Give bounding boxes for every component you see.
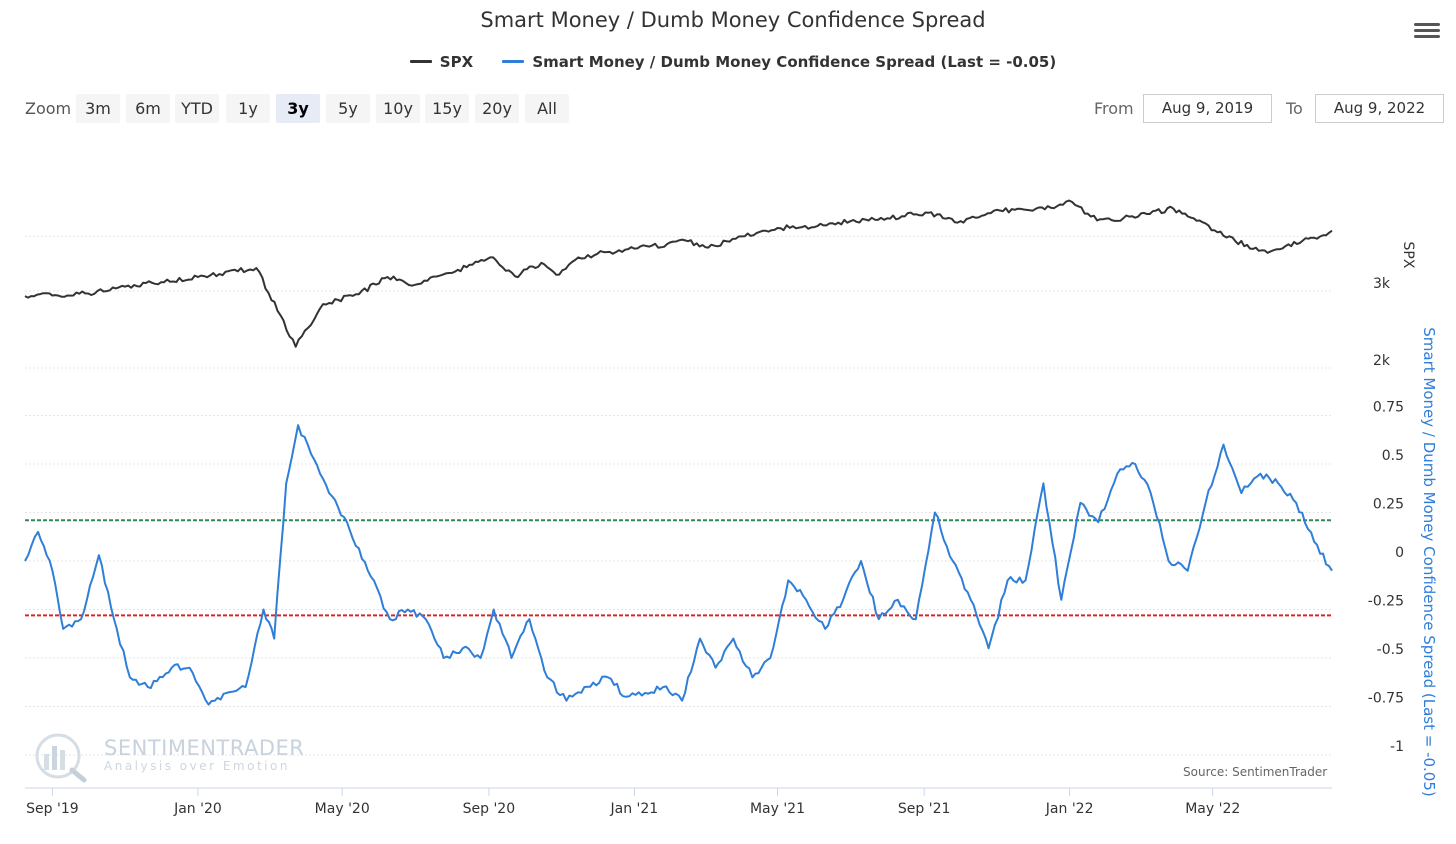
legend-item-spread[interactable]: Smart Money / Dumb Money Confidence Spre… (502, 53, 1056, 71)
zoom-button-all[interactable]: All (525, 94, 569, 123)
legend-swatch-spx (409, 60, 432, 63)
x-tick-label-0: Sep '19 (26, 801, 79, 817)
x-tick-label-4: Jan '21 (610, 801, 659, 817)
zoom-button-5y[interactable]: 5y (326, 94, 370, 123)
legend: SPX Smart Money / Dumb Money Confidence … (0, 49, 1456, 71)
chart-title: Smart Money / Dumb Money Confidence Spre… (480, 8, 986, 32)
y-tick-label-spread-2: 0.25 (1373, 497, 1404, 513)
zoom-button-ytd[interactable]: YTD (175, 94, 219, 123)
zoom-label: Zoom (25, 99, 72, 118)
x-tick-label-3: Sep '20 (463, 801, 516, 817)
legend-label-spread: Smart Money / Dumb Money Confidence Spre… (532, 52, 1057, 71)
x-tick-label-6: Sep '21 (898, 801, 951, 817)
series-line-spx (24, 199, 1333, 348)
legend-item-spx[interactable]: SPX (409, 52, 474, 71)
y-tick-label-spread-5: -0.5 (1377, 642, 1404, 658)
zoom-button-3m[interactable]: 3m (76, 94, 120, 123)
watermark-tagline: Analysis over Emotion (104, 759, 290, 773)
hamburger-menu-icon[interactable] (1414, 20, 1440, 44)
y-axis-title-spx: SPX (1400, 242, 1416, 269)
y-tick-label-spread-1: 0.5 (1382, 448, 1404, 464)
x-tick-label-8: May '22 (1185, 801, 1240, 817)
source-credit: Source: SentimenTrader (1183, 765, 1328, 779)
y-tick-label-spread-7: -1 (1390, 739, 1404, 755)
watermark-name: SENTIMENTRADER (104, 736, 305, 760)
series (24, 199, 1333, 706)
zoom-button-15y[interactable]: 15y (425, 94, 469, 123)
sentimentrader-watermark: SENTIMENTRADER Analysis over Emotion (32, 732, 305, 784)
x-tick-label-1: Jan '20 (173, 801, 222, 817)
y-tick-label-spread-3: 0 (1395, 545, 1404, 561)
y-axis-spread: 0.75 0.5 0.25 0 -0.25 -0.5 -0.75 -1 Smart Money … (1368, 327, 1438, 796)
y-tick-label-spread-0: 0.75 (1373, 400, 1404, 416)
from-date-input[interactable]: Aug 9, 2019 (1143, 94, 1272, 123)
series-line-spread (24, 424, 1333, 706)
y-tick-label-spx-1: 2k (1373, 353, 1391, 369)
zoom-button-6m[interactable]: 6m (126, 94, 170, 123)
legend-swatch-spread (502, 60, 525, 63)
zoom-button-20y[interactable]: 20y (475, 94, 519, 123)
gridlines (25, 235, 1332, 789)
x-axis: Sep '19 Jan '20 May '20 Sep '20 Jan '21 May '… (26, 788, 1240, 817)
y-tick-label-spread-4: -0.25 (1368, 594, 1404, 610)
to-label: To (1286, 99, 1303, 118)
y-axis-title-spread: Smart Money / Dumb Money Confidence Spre… (1420, 327, 1438, 796)
x-tick-label-7: Jan '22 (1045, 801, 1094, 817)
legend-label-spx: SPX (439, 52, 474, 71)
zoom-button-10y[interactable]: 10y (376, 94, 420, 123)
from-label: From (1094, 99, 1134, 118)
y-tick-label-spread-6: -0.75 (1368, 691, 1404, 707)
y-tick-label-spx-0: 3k (1373, 276, 1391, 292)
zoom-button-3y[interactable]: 3y (276, 94, 320, 123)
y-axis-spx: 3k 2k SPX (1373, 242, 1416, 369)
to-date-input[interactable]: Aug 9, 2022 (1315, 94, 1444, 123)
x-tick-label-5: May '21 (750, 801, 805, 817)
zoom-button-1y[interactable]: 1y (226, 94, 270, 123)
x-tick-label-2: May '20 (315, 801, 370, 817)
reference-lines (25, 519, 1332, 617)
sentimentrader-logo-icon (35, 733, 87, 783)
